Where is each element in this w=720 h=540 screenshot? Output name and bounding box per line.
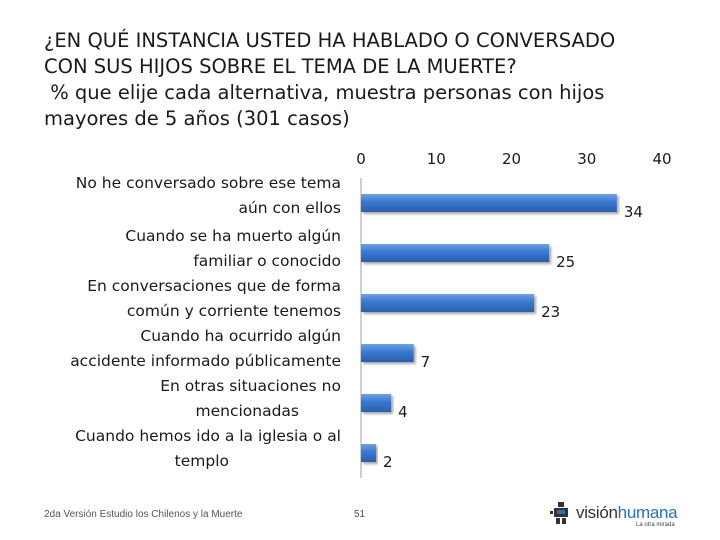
category-label-line: Cuando ha ocurrido algún (140, 327, 341, 345)
data-label: 4 (398, 403, 408, 421)
page-number: 51 (354, 509, 366, 520)
category-label-line: mencionadas (195, 402, 299, 420)
x-tick-label: 0 (356, 150, 366, 168)
category-label-line: Cuando hemos ido a la iglesia o al (75, 427, 341, 445)
bar (361, 394, 392, 412)
brand-logo: visiónhumana La otra mirada (548, 498, 698, 530)
footer-source: 2da Versión Estudio los Chilenos y la Mu… (44, 509, 243, 520)
data-label: 7 (421, 353, 431, 371)
category-label-line: En otras situaciones no (160, 377, 341, 395)
slide-title: ¿EN QUÉ INSTANCIA USTED HA HABLADO O CON… (44, 28, 694, 132)
title-line-3: % que elije cada alternativa, muestra pe… (44, 81, 605, 104)
logo-wordmark: visiónhumana (576, 503, 678, 522)
title-line-2: CON SUS HIJOS SOBRE EL TEMA DE LA MUERTE… (44, 55, 517, 78)
bar (361, 194, 617, 212)
category-label: Cuando ha ocurrido algún accidente inform… (70, 327, 341, 370)
category-label-line: En conversaciones que de forma (87, 277, 341, 295)
bar (361, 344, 414, 362)
bar (361, 294, 535, 312)
data-label: 25 (556, 253, 575, 271)
x-tick-label: 40 (652, 150, 671, 168)
category-label: No he conversado sobre ese tema aún con e… (76, 174, 341, 217)
category-label-line: templo (175, 452, 229, 470)
category-label: Cuando se ha muerto algún familiar o cono… (125, 227, 341, 270)
x-tick-label: 30 (577, 150, 596, 168)
data-label: 2 (383, 453, 393, 471)
data-label: 34 (624, 203, 643, 221)
category-label-line: familiar o conocido (193, 252, 341, 270)
bar-chart: 0 10 20 30 40 34 No he conversado sobre ese te… (70, 150, 672, 478)
bar (361, 444, 377, 462)
logo-figure-icon (550, 502, 568, 524)
category-label: En conversaciones que de forma común y co… (87, 277, 341, 320)
category-label-line: aún con ellos (238, 199, 341, 217)
category-label-line: No he conversado sobre ese tema (76, 174, 341, 192)
logo-tagline: La otra mirada (636, 522, 675, 528)
category-label-line: Cuando se ha muerto algún (125, 227, 341, 245)
title-line-1: ¿EN QUÉ INSTANCIA USTED HA HABLADO O CON… (44, 29, 616, 52)
category-label-line: común y corriente tenemos (127, 302, 341, 320)
category-label: En otras situaciones no mencionadas (160, 377, 341, 420)
category-label-line: accidente informado públicamente (70, 352, 341, 370)
x-tick-label: 10 (427, 150, 446, 168)
data-label: 23 (541, 303, 560, 321)
category-label: Cuando hemos ido a la iglesia o al templo (75, 427, 341, 470)
title-line-4: mayores de 5 años (301 casos) (44, 107, 350, 130)
x-tick-label: 20 (502, 150, 521, 168)
bar (361, 244, 550, 262)
